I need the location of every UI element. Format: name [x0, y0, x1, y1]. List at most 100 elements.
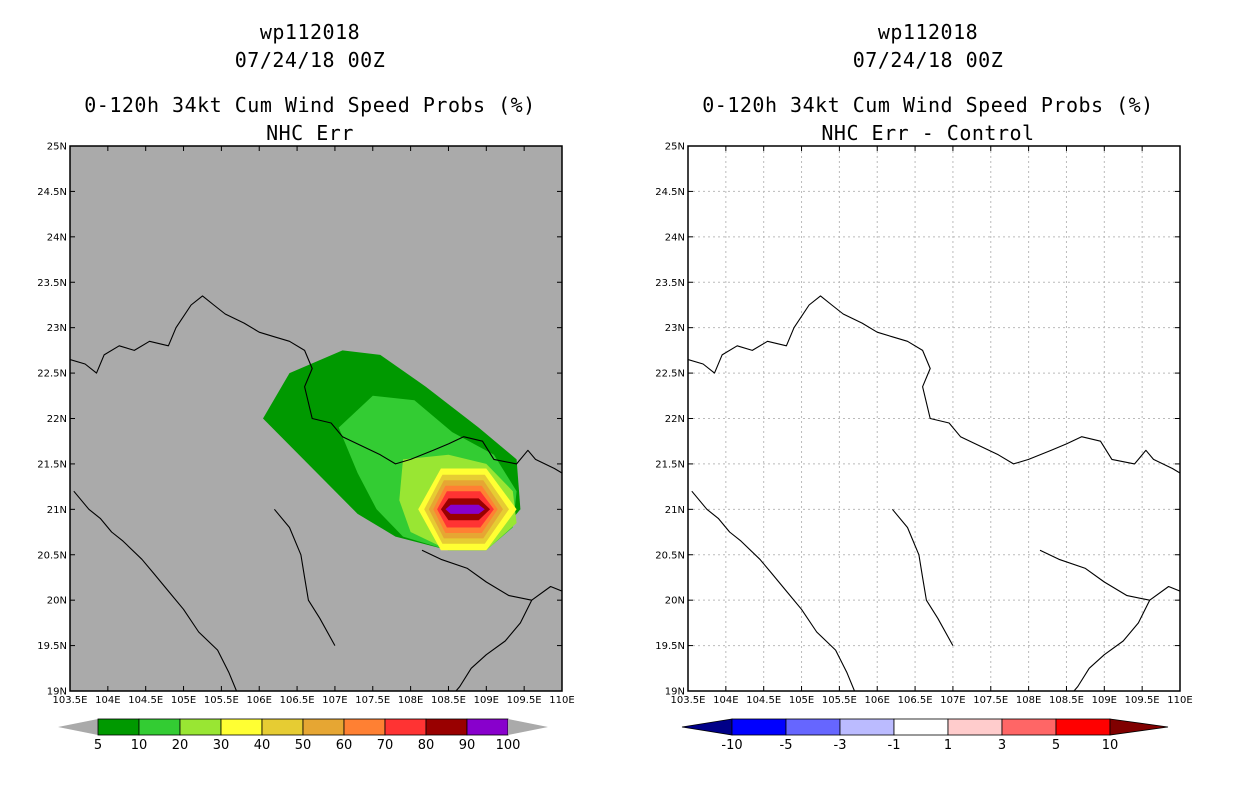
- x-tick-label: 107.5E: [973, 695, 1008, 706]
- coastline-0: [70, 295, 562, 474]
- colorbar-swatch: [839, 718, 895, 736]
- x-tick-label: 106.5E: [280, 695, 315, 706]
- colorbar-label: 50: [295, 738, 312, 753]
- colorbar-label: 60: [336, 738, 353, 753]
- x-tick-label: 108E: [398, 695, 423, 706]
- colorbar-swatch: [947, 718, 1003, 736]
- y-tick-label: 20.5N: [655, 550, 685, 561]
- x-tick-label: 110E: [549, 695, 574, 706]
- colorbar-swatch-80: [425, 718, 468, 736]
- colorbar-label: -10: [721, 738, 742, 753]
- colorbar-label: 80: [418, 738, 435, 753]
- colorbar-label: 1: [944, 738, 952, 753]
- x-tick-label: 108.5E: [431, 695, 466, 706]
- coastline-3: [421, 549, 562, 601]
- left-title-line-1: wp112018: [259, 20, 361, 44]
- y-tick-label: 25N: [665, 142, 685, 153]
- right-title-line-1: wp112018: [877, 20, 979, 44]
- colorbar-label: 10: [131, 738, 148, 753]
- y-tick-label: 21N: [665, 505, 685, 516]
- x-tick-label: 108E: [1016, 695, 1041, 706]
- y-tick-label: 22.5N: [655, 369, 685, 380]
- y-tick-label: 21.5N: [655, 459, 685, 470]
- x-tick-label: 105E: [789, 695, 814, 706]
- y-tick-label: 22N: [665, 414, 685, 425]
- x-tick-label: 103.5E: [671, 695, 706, 706]
- x-tick-label: 106E: [865, 695, 890, 706]
- x-tick-label: 104.5E: [746, 695, 781, 706]
- right-title-line-4: NHC Err - Control: [821, 121, 1035, 145]
- right-map-panel: 103.5E 104E 104.5E 105E 105.5E 106E 106.5E 107E…: [655, 142, 1192, 707]
- left-colorbar: 5 10 20 30 40 50 60 70 80 90 100: [58, 718, 548, 753]
- y-tick-label: 19.5N: [37, 641, 67, 652]
- left-title-line-2: 07/24/18 00Z: [234, 48, 386, 72]
- right-title-line-3: 0-120h 34kt Cum Wind Speed Probs (%): [702, 93, 1154, 117]
- x-tick-label: 109E: [474, 695, 499, 706]
- colorbar-label: 5: [94, 738, 102, 753]
- colorbar-high-arrow: [508, 719, 548, 735]
- y-tick-label: 19.5N: [655, 641, 685, 652]
- y-tick-label: 19N: [665, 687, 685, 698]
- y-tick-label: 23.5N: [655, 278, 685, 289]
- coastline-3: [1039, 549, 1180, 601]
- y-tick-label: 23N: [665, 323, 685, 334]
- colorbar-label: 100: [496, 738, 521, 753]
- x-tick-label: 103.5E: [53, 695, 88, 706]
- y-tick-label: 21.5N: [37, 459, 67, 470]
- left-title-line-3: 0-120h 34kt Cum Wind Speed Probs (%): [84, 93, 536, 117]
- x-tick-label: 106.5E: [898, 695, 933, 706]
- colorbar-swatch: [1055, 718, 1111, 736]
- colorbar-low-arrow: [681, 718, 733, 736]
- x-tick-label: 109.5E: [1125, 695, 1160, 706]
- contour-90-pct: [445, 504, 485, 514]
- x-tick-label: 109E: [1092, 695, 1117, 706]
- colorbar-label: 70: [377, 738, 394, 753]
- colorbar-swatch-30: [220, 718, 263, 736]
- colorbar-label: 20: [172, 738, 189, 753]
- plot-area: [688, 146, 1180, 691]
- colorbar-swatch-40: [261, 718, 304, 736]
- colorbar-label: -1: [888, 738, 901, 753]
- colorbar-label: 30: [213, 738, 230, 753]
- plot-area: [70, 295, 562, 691]
- y-tick-label: 24.5N: [37, 187, 67, 198]
- colorbar-high-arrow: [1109, 718, 1169, 736]
- left-title-line-4: NHC Err: [266, 121, 354, 145]
- y-tick-label: 20.5N: [37, 550, 67, 561]
- coastline-4: [1073, 599, 1151, 691]
- x-tick-label: 107.5E: [355, 695, 390, 706]
- y-tick-label: 22.5N: [37, 369, 67, 380]
- colorbar-swatch-90: [466, 718, 509, 736]
- colorbar-label: 10: [1102, 738, 1119, 753]
- y-tick-label: 21N: [47, 505, 67, 516]
- x-tick-label: 110E: [1167, 695, 1192, 706]
- colorbar-label: -5: [780, 738, 793, 753]
- x-tick-label: 108.5E: [1049, 695, 1084, 706]
- colorbar-swatch: [893, 718, 949, 736]
- left-map-panel: 103.5E 104E 104.5E 105E 105.5E 106E 106.5E 107E…: [37, 142, 574, 707]
- x-tick-label: 104.5E: [128, 695, 163, 706]
- colorbar-label: -3: [834, 738, 847, 753]
- colorbar-low-arrow: [58, 719, 98, 735]
- colorbar-swatch-60: [343, 718, 386, 736]
- y-tick-label: 25N: [47, 142, 67, 153]
- colorbar-swatch: [1001, 718, 1057, 736]
- colorbar-swatch-10: [138, 718, 181, 736]
- y-tick-label: 20N: [47, 596, 67, 607]
- x-tick-label: 104E: [713, 695, 738, 706]
- y-tick-label: 23.5N: [37, 278, 67, 289]
- coastline-2: [891, 508, 954, 646]
- x-tick-label: 109.5E: [507, 695, 542, 706]
- colorbar-label: 5: [1052, 738, 1060, 753]
- colorbar-swatch: [785, 718, 841, 736]
- y-tick-label: 20N: [665, 596, 685, 607]
- coastline-0: [688, 295, 1180, 474]
- colorbar-swatch-50: [302, 718, 345, 736]
- colorbar-swatch-20: [179, 718, 222, 736]
- y-tick-label: 24N: [665, 232, 685, 243]
- x-tick-label: 107E: [322, 695, 347, 706]
- x-tick-label: 104E: [95, 695, 120, 706]
- colorbar-label: 90: [459, 738, 476, 753]
- colorbar-label: 40: [254, 738, 271, 753]
